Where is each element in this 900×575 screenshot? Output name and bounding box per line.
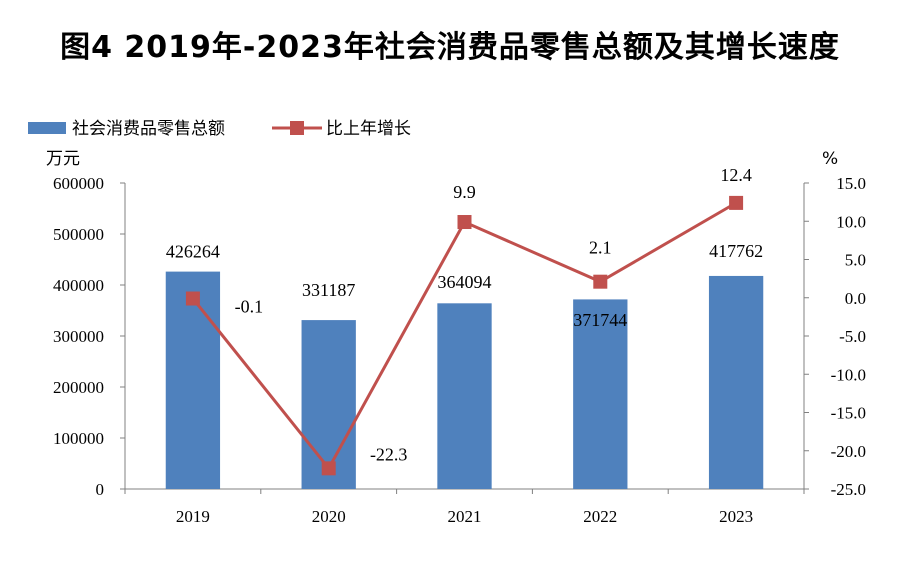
bar-value-label: 417762 — [709, 241, 763, 261]
x-tick-label: 2022 — [583, 507, 617, 526]
legend-bar-label: 社会消费品零售总额 — [72, 119, 225, 139]
right-tick-label: -10.0 — [831, 365, 866, 384]
x-tick-label: 2023 — [719, 507, 753, 526]
left-tick-label: 300000 — [53, 327, 104, 346]
growth-value-label: 9.9 — [453, 182, 476, 202]
left-tick-label: 400000 — [53, 276, 104, 295]
growth-point-2020 — [321, 461, 336, 476]
x-tick-label: 2021 — [448, 507, 482, 526]
right-tick-label: -25.0 — [831, 480, 866, 499]
bar-2023 — [708, 275, 764, 489]
left-tick-label: 0 — [96, 480, 105, 499]
left-axis-unit: 万元 — [46, 149, 80, 169]
growth-point-2022 — [593, 274, 608, 289]
right-tick-label: 10.0 — [836, 212, 866, 231]
bar-series — [165, 271, 764, 489]
bar-value-label: 331187 — [302, 280, 355, 300]
left-tick-label: 200000 — [53, 378, 104, 397]
bar-value-label: 364094 — [438, 272, 492, 292]
bar-2022 — [573, 299, 628, 489]
right-axis-unit: % — [822, 149, 838, 169]
left-tick-label: 600000 — [53, 174, 104, 193]
growth-value-label: -0.1 — [235, 297, 264, 317]
bar-value-label: 371744 — [573, 310, 627, 330]
bar-2020 — [301, 320, 356, 489]
growth-value-label: 12.4 — [720, 165, 752, 185]
growth-point-2023 — [729, 195, 744, 210]
left-tick-label: 500000 — [53, 225, 104, 244]
left-tick-label: 100000 — [53, 429, 104, 448]
right-tick-label: -15.0 — [831, 404, 866, 423]
legend: 社会消费品零售总额 比上年增长 — [28, 119, 411, 139]
right-tick-label: -20.0 — [831, 442, 866, 461]
growth-value-label: -22.3 — [370, 444, 408, 464]
axes: 0 100000 200000 300000 400000 500000 600000 -25… — [53, 174, 866, 526]
growth-point-2021 — [457, 215, 472, 230]
right-tick-label: 0.0 — [845, 289, 866, 308]
bar-2019 — [165, 271, 221, 489]
right-tick-label: 5.0 — [845, 251, 866, 270]
legend-line-label: 比上年增长 — [326, 119, 411, 139]
legend-bar-swatch — [28, 122, 66, 134]
legend-line-marker — [290, 121, 304, 135]
right-tick-label: -5.0 — [839, 327, 866, 346]
data-labels: 426264 331187 364094 371744 417762 -0.1 -22.3 9… — [166, 165, 763, 464]
chart-title: 图4 2019年-2023年社会消费品零售总额及其增长速度 — [60, 30, 840, 65]
x-tick-label: 2020 — [312, 507, 346, 526]
growth-value-label: 2.1 — [589, 238, 612, 258]
growth-point-2019 — [185, 291, 200, 306]
x-tick-label: 2019 — [176, 507, 210, 526]
bar-2021 — [437, 303, 492, 489]
right-tick-label: 15.0 — [836, 174, 866, 193]
line-series — [185, 195, 744, 476]
bar-value-label: 426264 — [166, 242, 220, 262]
